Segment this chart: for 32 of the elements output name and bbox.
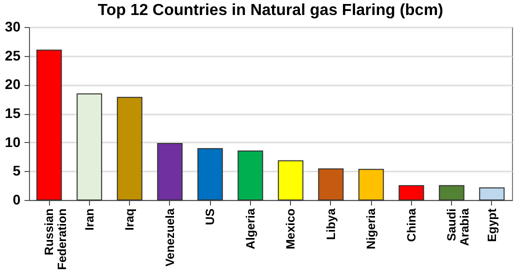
- y-tick-label: 15: [4, 105, 21, 121]
- x-tick-label: Iraq: [122, 208, 137, 231]
- x-tick-label: Venezuela: [162, 208, 177, 267]
- bar: [116, 96, 142, 200]
- x-tick-label: Russian Federation: [42, 208, 70, 270]
- x-tick-label: China: [404, 208, 418, 242]
- x-tick-label: Mexico: [284, 208, 298, 250]
- bar: [157, 142, 183, 200]
- x-tick-label: Nigeria: [364, 208, 378, 250]
- x-tick-label: US: [203, 208, 218, 226]
- bar: [278, 160, 304, 200]
- y-tick-label: 30: [4, 18, 21, 34]
- bar: [358, 168, 384, 200]
- bar: [238, 150, 264, 200]
- bar: [318, 168, 344, 200]
- y-tick-label: 20: [4, 76, 21, 92]
- x-tick-label: Algeria: [243, 208, 258, 250]
- bar: [438, 185, 464, 200]
- y-tick-label: 25: [4, 47, 21, 64]
- y-tick-label: 5: [12, 162, 21, 179]
- y-tick-label: 0: [12, 192, 21, 208]
- x-tick-label: Egypt: [484, 208, 499, 242]
- x-tick-label: Libya: [324, 208, 338, 240]
- x-tick-label: Iran: [82, 208, 96, 231]
- y-tick-label: 10: [4, 134, 21, 150]
- bar: [197, 148, 223, 200]
- bar: [479, 187, 505, 200]
- bar: [36, 50, 62, 200]
- bar: [76, 93, 102, 200]
- bar: [398, 185, 424, 200]
- chart-title: Top 12 Countries in Natural gas Flaring (bcm): [98, 2, 444, 19]
- x-tick-label: Saudi Arabia: [444, 208, 472, 246]
